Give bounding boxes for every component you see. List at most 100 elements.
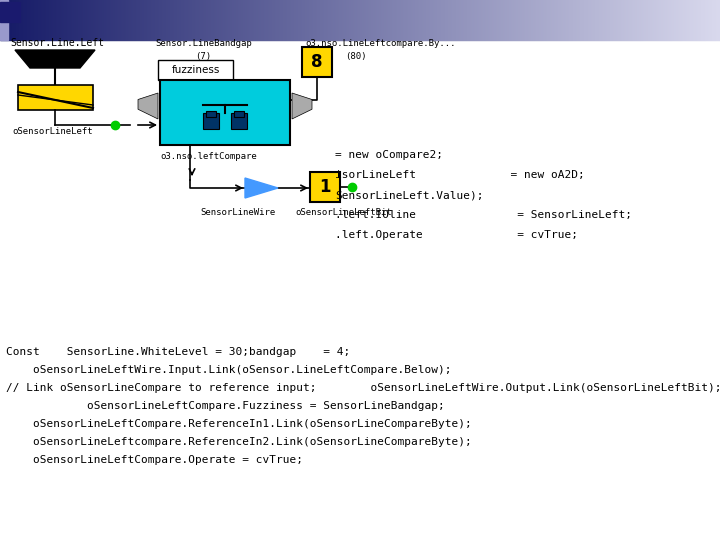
Bar (403, 0, 404, 40)
Bar (387, 0, 388, 40)
Text: (80): (80) (345, 52, 366, 61)
Bar (282, 0, 283, 40)
Bar (104, 0, 105, 40)
Bar (265, 0, 266, 40)
Bar (89, 0, 90, 40)
Bar (221, 0, 222, 40)
Bar (142, 0, 143, 40)
Bar (113, 0, 114, 40)
Bar (560, 0, 561, 40)
Bar (487, 0, 488, 40)
Bar (34, 0, 35, 40)
Bar (675, 0, 676, 40)
Bar (561, 0, 562, 40)
Bar (491, 0, 492, 40)
Bar (620, 0, 621, 40)
Bar (700, 0, 701, 40)
Bar (478, 0, 479, 40)
Bar (105, 0, 106, 40)
Bar (93, 0, 94, 40)
Bar (421, 0, 422, 40)
Bar (11, 0, 12, 40)
Bar (612, 0, 613, 40)
Bar (575, 0, 576, 40)
Bar (85, 0, 86, 40)
Bar (158, 0, 159, 40)
Bar (238, 0, 239, 40)
Bar (526, 0, 527, 40)
Bar (395, 0, 396, 40)
Bar (273, 0, 274, 40)
Bar (705, 0, 706, 40)
Bar (460, 0, 461, 40)
Bar (562, 0, 563, 40)
Bar (73, 0, 74, 40)
Text: oSensorLineLeft: oSensorLineLeft (12, 127, 93, 136)
Bar (107, 0, 108, 40)
Text: 8: 8 (311, 53, 323, 71)
Bar (25, 0, 26, 40)
Bar (274, 0, 275, 40)
Bar (373, 0, 374, 40)
Bar (685, 0, 686, 40)
Bar (352, 0, 353, 40)
Bar (378, 0, 379, 40)
Bar (423, 0, 424, 40)
Bar (405, 0, 406, 40)
Bar (12, 0, 13, 40)
Bar (310, 0, 311, 40)
Text: 1: 1 (319, 178, 330, 196)
Bar (285, 0, 286, 40)
Bar (30, 0, 31, 40)
Bar (72, 0, 73, 40)
Bar (710, 0, 711, 40)
Bar (608, 0, 609, 40)
Bar (570, 0, 571, 40)
Bar (646, 0, 647, 40)
Bar (277, 0, 278, 40)
Bar (187, 0, 188, 40)
Bar (172, 0, 173, 40)
Bar (51, 0, 52, 40)
Bar (678, 0, 679, 40)
Bar (46, 0, 47, 40)
Bar (272, 0, 273, 40)
Bar (235, 0, 236, 40)
Bar (459, 0, 460, 40)
Bar (62, 0, 63, 40)
Bar (386, 0, 387, 40)
Bar (578, 0, 579, 40)
Bar (445, 0, 446, 40)
Bar (52, 0, 53, 40)
Bar (307, 0, 308, 40)
Bar (281, 0, 282, 40)
Bar (628, 0, 629, 40)
Bar (9, 0, 10, 40)
Bar (442, 0, 443, 40)
Bar (319, 0, 320, 40)
Bar (550, 0, 551, 40)
Bar (219, 0, 220, 40)
Bar (255, 0, 256, 40)
Bar (29, 0, 30, 40)
Bar (389, 0, 390, 40)
Bar (640, 0, 641, 40)
Bar (310, 172, 340, 202)
Bar (531, 0, 532, 40)
Bar (433, 0, 434, 40)
Bar (619, 0, 620, 40)
Bar (278, 0, 279, 40)
Bar (218, 0, 219, 40)
Bar (603, 0, 604, 40)
Bar (190, 0, 191, 40)
Bar (269, 0, 270, 40)
Bar (664, 0, 665, 40)
Bar (96, 0, 97, 40)
Bar (3, 0, 4, 40)
Bar (305, 0, 306, 40)
Bar (696, 0, 697, 40)
Bar (543, 0, 544, 40)
Bar (315, 0, 316, 40)
Bar (171, 0, 172, 40)
Bar (122, 0, 123, 40)
